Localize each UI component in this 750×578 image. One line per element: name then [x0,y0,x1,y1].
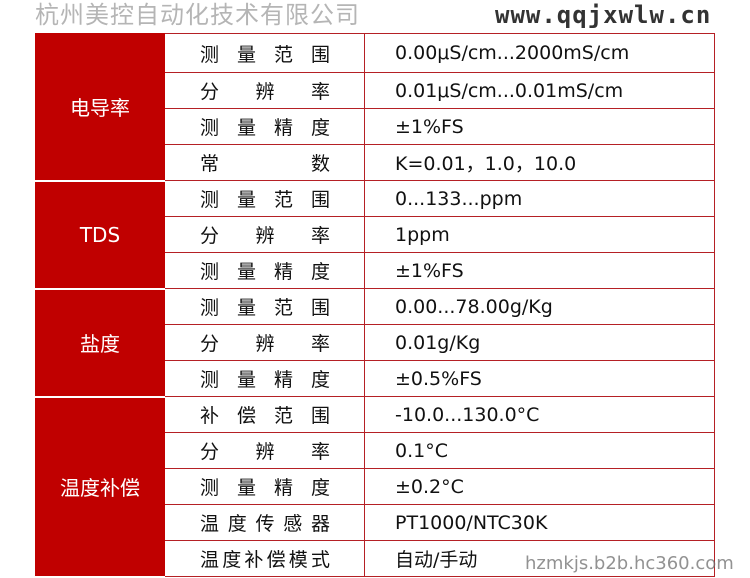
param-cell: 常数 [164,144,365,181]
table-row: 分辨率 0.1°C [36,432,715,469]
param-value: ±1%FS [364,252,715,289]
param-cell: 测量精度 [164,252,365,289]
param-label: 测量精度 [200,477,330,499]
param-value: 0.00...78.00g/Kg [364,288,715,325]
watermark-company: 杭州美控自动化技术有限公司 [35,1,360,29]
param-cell: 分辨率 [164,324,365,361]
param-label: 分辨率 [200,333,330,355]
param-label: 温度传感器 [200,513,330,535]
table-row: 测量精度 ±0.5%FS [36,360,715,397]
param-label: 测量范围 [200,297,330,319]
table-row: 分辨率 0.01g/Kg [36,324,715,361]
param-value: K=0.01，1.0，10.0 [364,144,715,181]
param-value: ±1%FS [364,108,715,145]
watermark-url: hzmkjs.b2b.hc360.com [525,553,734,574]
param-value: ±0.5%FS [364,360,715,397]
table-row: TDS 测量范围 0...133...ppm [35,180,715,290]
param-value: 0...133...ppm [364,180,715,217]
param-label: 分辨率 [200,225,330,247]
param-cell: 测量范围 [164,180,365,217]
param-value: 0.01g/Kg [364,324,715,361]
param-value: 1ppm [364,216,715,253]
group-label: TDS [35,180,165,290]
param-value: 0.00μS/cm...2000mS/cm [364,33,715,73]
param-value: PT1000/NTC30K [364,504,715,541]
group-label: 温度补偿 [35,396,165,578]
spec-table: 电导率 测量范围 0.00μS/cm...2000mS/cm 分辨率 0.01μS/cm… [35,33,715,578]
watermark-site: www.qqjxwlw.cn [495,1,712,29]
param-label: 测量精度 [200,261,330,283]
table-row: 温度传感器 PT1000/NTC30K [36,504,715,541]
param-label: 测量范围 [200,43,330,66]
param-cell: 测量精度 [164,468,365,505]
param-value: 0.01μS/cm...0.01mS/cm [364,72,715,109]
param-cell: 温度补偿模式 [164,540,365,577]
param-label: 常数 [200,153,330,175]
param-value: -10.0...130.0°C [364,396,715,433]
table-row: 温度补偿 补偿范围 -10.0...130.0°C [35,396,715,578]
param-cell: 补偿范围 [164,396,365,433]
param-label: 分辨率 [200,441,330,463]
table-row: 分辨率 0.01μS/cm...0.01mS/cm [36,72,715,109]
param-label: 温度补偿模式 [200,549,330,571]
group-label: 电导率 [35,33,165,182]
table-row: 温度补偿模式 自动/手动 [36,540,715,577]
param-cell: 测量范围 [164,33,365,73]
table-row: 常数 K=0.01，1.0，10.0 [36,144,715,181]
param-label: 分辨率 [200,81,330,103]
param-cell: 测量精度 [164,360,365,397]
param-label: 测量范围 [200,189,330,211]
param-label: 补偿范围 [200,405,330,427]
table-row: 测量精度 ±1%FS [36,252,715,289]
param-label: 测量精度 [200,117,330,139]
table-row: 分辨率 1ppm [36,216,715,253]
param-value: 0.1°C [364,432,715,469]
param-cell: 分辨率 [164,72,365,109]
table-row: 盐度 测量范围 0.00...78.00g/Kg [35,288,715,398]
group-label: 盐度 [35,288,165,398]
param-cell: 分辨率 [164,216,365,253]
param-value: ±0.2°C [364,468,715,505]
param-cell: 温度传感器 [164,504,365,541]
table-row: 电导率 测量范围 0.00μS/cm...2000mS/cm [35,33,715,182]
param-cell: 分辨率 [164,432,365,469]
param-cell: 测量范围 [164,288,365,325]
table-row: 测量精度 ±1%FS [36,108,715,145]
param-label: 测量精度 [200,369,330,391]
param-cell: 测量精度 [164,108,365,145]
param-value: 自动/手动 [364,540,715,577]
